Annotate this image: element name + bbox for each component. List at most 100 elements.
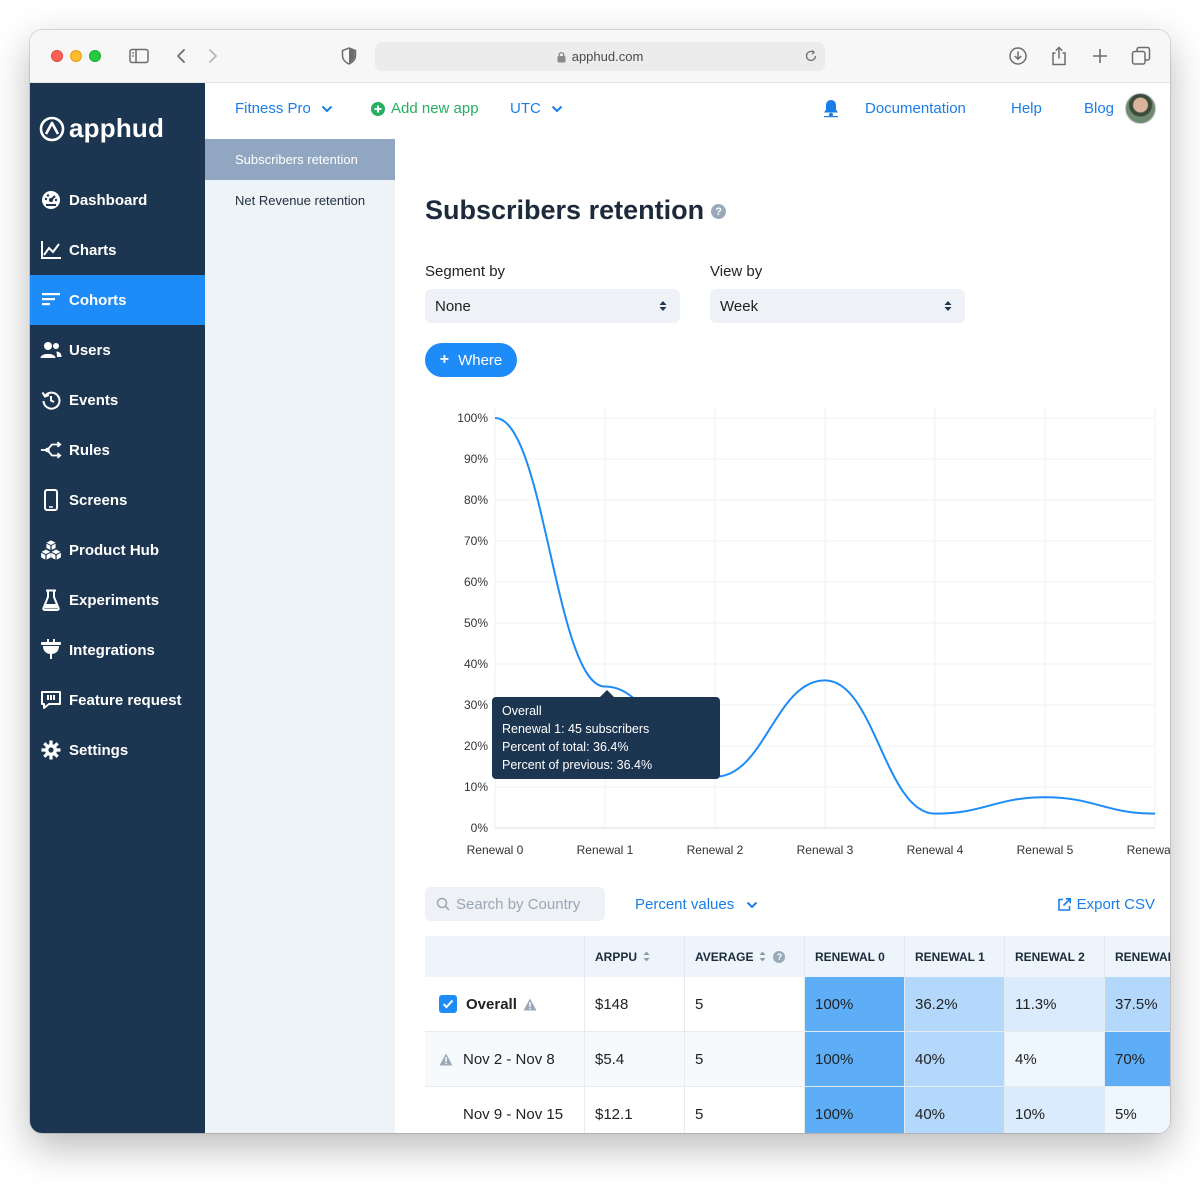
close-window-button[interactable] xyxy=(51,50,63,62)
export-csv-label: Export CSV xyxy=(1076,896,1155,913)
view-by-label: View by xyxy=(710,263,763,280)
downloads-icon[interactable] xyxy=(1007,45,1029,67)
export-csv-button[interactable]: Export CSV xyxy=(1057,896,1155,913)
plus-circle-icon xyxy=(371,101,385,116)
chevron-down-icon xyxy=(321,105,333,112)
y-tick-label: 60% xyxy=(464,575,488,589)
renewal-cell: 100% xyxy=(805,1032,905,1087)
x-tick-label: Renewal 3 xyxy=(797,843,854,857)
sidebar-item-charts[interactable]: Charts xyxy=(30,225,205,275)
chart-icon xyxy=(40,239,62,261)
y-tick-label: 90% xyxy=(464,452,488,466)
chevron-down-icon xyxy=(747,901,758,908)
events-icon xyxy=(40,389,62,411)
new-tab-icon[interactable] xyxy=(1089,45,1111,67)
values-mode-dropdown[interactable]: Percent values xyxy=(635,896,758,913)
sidebar-item-experiments[interactable]: Experiments xyxy=(30,575,205,625)
table-row[interactable]: Nov 9 - Nov 15 $12.1 5 100% 40% 10% 5% xyxy=(425,1087,1170,1133)
back-icon[interactable] xyxy=(170,45,192,67)
y-tick-label: 100% xyxy=(457,411,488,425)
topbar: Fitness Pro Add new app UTC Documentatio… xyxy=(205,83,1170,139)
forward-icon[interactable] xyxy=(202,45,224,67)
table-header-renewal-2: RENEWAL 2 xyxy=(1005,936,1105,977)
x-tick-label: Renewal 2 xyxy=(687,843,744,857)
share-icon[interactable] xyxy=(1048,45,1070,67)
apphud-logo-icon xyxy=(39,116,65,141)
plus-icon: + xyxy=(439,351,450,368)
where-filter-button[interactable]: + Where xyxy=(425,343,517,377)
search-by-country-input[interactable]: Search by Country xyxy=(425,887,605,921)
sidebar-item-events[interactable]: Events xyxy=(30,375,205,425)
user-avatar[interactable] xyxy=(1125,93,1156,124)
sidebar: apphud Dashboard Charts Cohorts Users Events… xyxy=(30,83,205,1133)
table-header-arppu[interactable]: ARPPU xyxy=(585,936,685,977)
privacy-shield-icon[interactable] xyxy=(338,45,360,67)
timezone-selector[interactable]: UTC xyxy=(510,100,563,117)
segment-by-select[interactable]: None xyxy=(425,289,680,323)
search-placeholder: Search by Country xyxy=(456,895,581,913)
average-cell: 5 xyxy=(685,1087,805,1133)
renewal-cell: 4% xyxy=(1005,1032,1105,1087)
gear-icon xyxy=(40,739,62,761)
help-link[interactable]: Help xyxy=(1011,100,1042,117)
row-checkbox[interactable] xyxy=(439,995,457,1013)
arppu-cell: $148 xyxy=(585,977,685,1032)
segment-by-value: None xyxy=(435,297,471,315)
where-button-label: Where xyxy=(458,351,503,369)
minimize-window-button[interactable] xyxy=(70,50,82,62)
arppu-cell: $12.1 xyxy=(585,1087,685,1133)
cohorts-icon xyxy=(40,289,62,311)
subnav-item-subscribers-retention[interactable]: Subscribers retention xyxy=(205,139,395,180)
sidebar-item-rules[interactable]: Rules xyxy=(30,425,205,475)
tab-overview-icon[interactable] xyxy=(1130,45,1152,67)
row-label-cell: Overall xyxy=(425,977,585,1032)
sidebar-item-product-hub[interactable]: Product Hub xyxy=(30,525,205,575)
lock-icon xyxy=(557,51,566,62)
row-label-cell: Nov 9 - Nov 15 xyxy=(425,1087,585,1133)
tooltip-line-percent-total: Percent of total: 36.4% xyxy=(502,740,629,754)
header-label: AVERAGE xyxy=(695,949,754,964)
renewal-cell: 11.3% xyxy=(1005,977,1105,1032)
add-new-app-button[interactable]: Add new app xyxy=(371,100,479,117)
sort-icon[interactable] xyxy=(643,951,650,962)
table-header-average[interactable]: AVERAGE ? xyxy=(685,936,805,977)
sort-icon[interactable] xyxy=(759,951,766,962)
help-icon[interactable]: ? xyxy=(773,950,786,963)
sidebar-item-integrations[interactable]: Integrations xyxy=(30,625,205,675)
header-label: ARPPU xyxy=(595,949,638,964)
apphud-logo[interactable]: apphud xyxy=(39,113,164,144)
app-selector[interactable]: Fitness Pro xyxy=(235,100,333,117)
notifications-bell-icon[interactable] xyxy=(822,98,840,118)
sidebar-item-cohorts[interactable]: Cohorts xyxy=(30,275,205,325)
dashboard-icon xyxy=(40,189,62,211)
page-title-text: Subscribers retention xyxy=(425,195,705,225)
help-icon[interactable]: ? xyxy=(711,204,727,219)
documentation-link[interactable]: Documentation xyxy=(865,100,966,117)
tooltip-line-subscribers: Renewal 1: 45 subscribers xyxy=(502,722,650,736)
sidebar-item-dashboard[interactable]: Dashboard xyxy=(30,175,205,225)
timezone-label: UTC xyxy=(510,100,541,117)
sidebar-item-label: Screens xyxy=(69,491,128,509)
renewal-cell: 40% xyxy=(905,1032,1005,1087)
table-row[interactable]: Overall $148 5 100% 36.2% 11.3% 37.5% xyxy=(425,977,1170,1032)
sidebar-toggle-icon[interactable] xyxy=(128,45,150,67)
y-tick-label: 50% xyxy=(464,616,488,630)
view-by-select[interactable]: Week xyxy=(710,289,965,323)
sidebar-item-screens[interactable]: Screens xyxy=(30,475,205,525)
reload-icon[interactable] xyxy=(803,48,819,64)
sidebar-item-users[interactable]: Users xyxy=(30,325,205,375)
sidebar-item-feature-request[interactable]: Feature request xyxy=(30,675,205,725)
zoom-window-button[interactable] xyxy=(89,50,101,62)
chart-tooltip: Overall Renewal 1: 45 subscribers Percen… xyxy=(492,690,720,779)
table-row[interactable]: Nov 2 - Nov 8 $5.4 5 100% 40% 4% 70% xyxy=(425,1032,1170,1087)
row-label: Overall xyxy=(466,995,517,1013)
address-bar[interactable]: apphud.com xyxy=(375,42,825,71)
export-icon xyxy=(1057,897,1071,911)
warning-icon xyxy=(523,998,537,1010)
retention-chart: 100% 90% 80% 70% 60% 50% 40% 30% 20% 10% 0% Renewal… xyxy=(457,408,1170,857)
sidebar-item-settings[interactable]: Settings xyxy=(30,725,205,775)
sidebar-item-label: Feature request xyxy=(69,691,182,709)
blog-link[interactable]: Blog xyxy=(1084,100,1115,117)
browser-toolbar: apphud.com xyxy=(30,30,1170,83)
subnav-item-net-revenue-retention[interactable]: Net Revenue retention xyxy=(235,193,366,208)
